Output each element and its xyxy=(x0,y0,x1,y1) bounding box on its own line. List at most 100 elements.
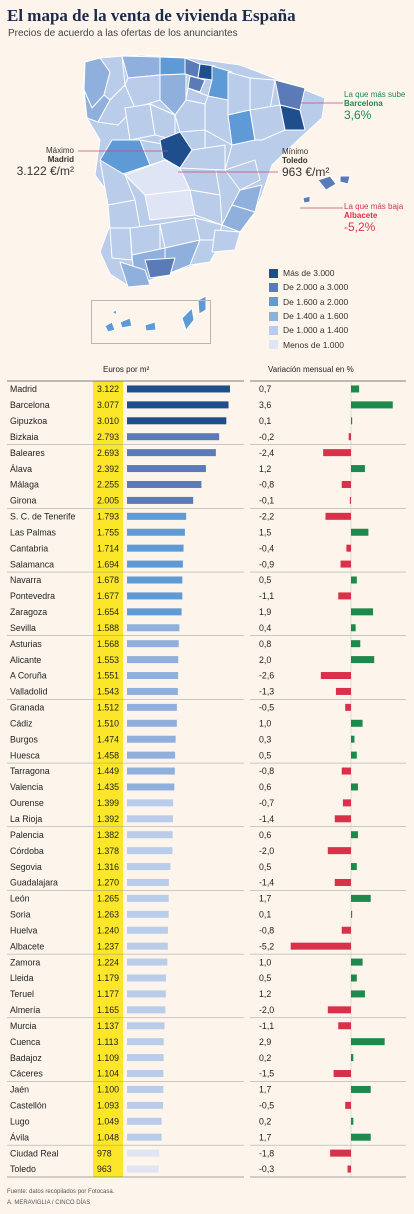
price-value-label: 1.392 xyxy=(97,814,119,824)
change-value-label: -5,2 xyxy=(259,941,274,951)
price-value-label: 1.104 xyxy=(97,1069,119,1079)
annotation-min-name: Toledo xyxy=(282,156,308,165)
price-value-label: 1.793 xyxy=(97,512,119,522)
row-label: Albacete xyxy=(10,941,44,951)
price-value-label: 1.113 xyxy=(97,1037,118,1047)
legend-swatch xyxy=(269,340,278,350)
row-label: Málaga xyxy=(10,480,39,490)
annotation-max-label: Máximo xyxy=(45,146,74,155)
price-bar xyxy=(127,528,185,536)
change-value-label: -0,1 xyxy=(259,496,274,506)
price-value-label: 1.435 xyxy=(97,782,119,792)
price-value-label: 1.677 xyxy=(97,591,119,601)
price-value-label: 1.177 xyxy=(97,989,119,999)
change-value-label: -0,5 xyxy=(259,1101,274,1111)
change-value-label: 0,4 xyxy=(259,623,271,633)
row-label: Burgos xyxy=(10,734,38,744)
row-label: Segovia xyxy=(10,862,42,872)
price-bar xyxy=(127,1165,159,1173)
change-value-label: -1,8 xyxy=(259,1148,274,1158)
row-label: Palencia xyxy=(10,830,44,840)
row-label: Almería xyxy=(10,1005,40,1015)
price-bar xyxy=(127,560,183,568)
row-label: Navarra xyxy=(10,575,41,585)
credit-note: A. MERAVIGLIA / CINCO DÍAS xyxy=(7,1200,91,1206)
legend-label: Menos de 1.000 xyxy=(283,339,344,350)
price-bar xyxy=(127,449,216,457)
price-bar xyxy=(127,847,173,855)
price-bar xyxy=(127,1054,164,1062)
price-value-label: 1.049 xyxy=(97,1116,119,1126)
price-highlight-column xyxy=(93,381,123,1177)
change-bar xyxy=(351,751,357,759)
change-value-label: -1,3 xyxy=(259,687,274,697)
change-bar xyxy=(351,528,369,536)
change-value-label: -2,0 xyxy=(259,1005,274,1015)
change-value-label: 0,5 xyxy=(259,973,271,983)
legend-label: De 2.000 a 3.000 xyxy=(283,282,349,293)
change-bar xyxy=(341,480,351,488)
price-bar xyxy=(127,480,202,488)
price-bar xyxy=(127,1149,160,1157)
row-label: Cádiz xyxy=(10,718,33,728)
price-value-label: 2.793 xyxy=(97,432,119,442)
price-bar xyxy=(127,433,220,441)
change-value-label: -0,7 xyxy=(259,798,274,808)
row-label: Granada xyxy=(10,703,44,713)
change-value-label: 1,0 xyxy=(259,957,271,967)
price-bar xyxy=(127,942,168,950)
change-value-label: 0,2 xyxy=(259,1116,271,1126)
change-value-label: 0,6 xyxy=(259,782,271,792)
legend-item: De 1.400 a 1.600 xyxy=(269,309,348,323)
price-bar xyxy=(127,815,173,823)
change-bar xyxy=(351,831,358,839)
row-label: A Coruña xyxy=(10,671,47,681)
change-value-label: 2,9 xyxy=(259,1037,271,1047)
change-bar xyxy=(351,1133,371,1141)
change-bar xyxy=(334,815,351,823)
price-value-label: 3.010 xyxy=(97,416,119,426)
change-bar xyxy=(351,735,355,743)
change-bar xyxy=(345,703,351,711)
change-value-label: -1,1 xyxy=(259,591,274,601)
annotation-fall-label: La que más baja xyxy=(344,202,404,211)
price-value-label: 1.240 xyxy=(97,925,119,935)
price-bar xyxy=(127,1117,162,1125)
price-bar xyxy=(127,1070,164,1078)
price-value-label: 963 xyxy=(97,1164,112,1174)
price-value-label: 3.077 xyxy=(97,400,119,410)
row-label: Jaén xyxy=(10,1085,29,1095)
change-value-label: 1,2 xyxy=(259,464,271,474)
legend-item: De 1.000 a 1.400 xyxy=(269,323,348,337)
price-value-label: 1.109 xyxy=(97,1053,119,1063)
source-note: Fuente: datos recopilados por Fotocasa. xyxy=(7,1189,115,1195)
change-bar xyxy=(348,433,351,441)
row-label: Murcia xyxy=(10,1021,37,1031)
price-bar xyxy=(127,974,166,982)
price-bar xyxy=(127,1022,165,1030)
change-bar xyxy=(327,847,351,855)
annotation-max-name: Madrid xyxy=(47,155,74,164)
price-bar xyxy=(127,990,166,998)
price-bar xyxy=(127,703,177,711)
price-bar xyxy=(127,544,184,552)
change-value-label: 1,7 xyxy=(259,1085,271,1095)
canary-inset-frame xyxy=(91,300,211,344)
change-value-label: 0,2 xyxy=(259,1053,271,1063)
change-value-label: -1,5 xyxy=(259,1069,274,1079)
price-bar xyxy=(127,878,169,886)
change-bar xyxy=(351,385,360,393)
row-label: Ciudad Real xyxy=(10,1148,58,1158)
change-bar xyxy=(340,560,351,568)
price-value-label: 3.122 xyxy=(97,384,119,394)
annotation-fall-value: -5,2% xyxy=(344,220,376,234)
price-bar xyxy=(127,672,179,680)
price-bar xyxy=(127,1133,162,1141)
change-value-label: 0,7 xyxy=(259,384,271,394)
price-bar xyxy=(127,608,182,616)
row-label: Ourense xyxy=(10,798,44,808)
change-column-header: Variación mensual en % xyxy=(268,365,354,374)
annotation-rise-label: La que más sube xyxy=(344,90,406,99)
row-label: Ávila xyxy=(10,1132,29,1142)
